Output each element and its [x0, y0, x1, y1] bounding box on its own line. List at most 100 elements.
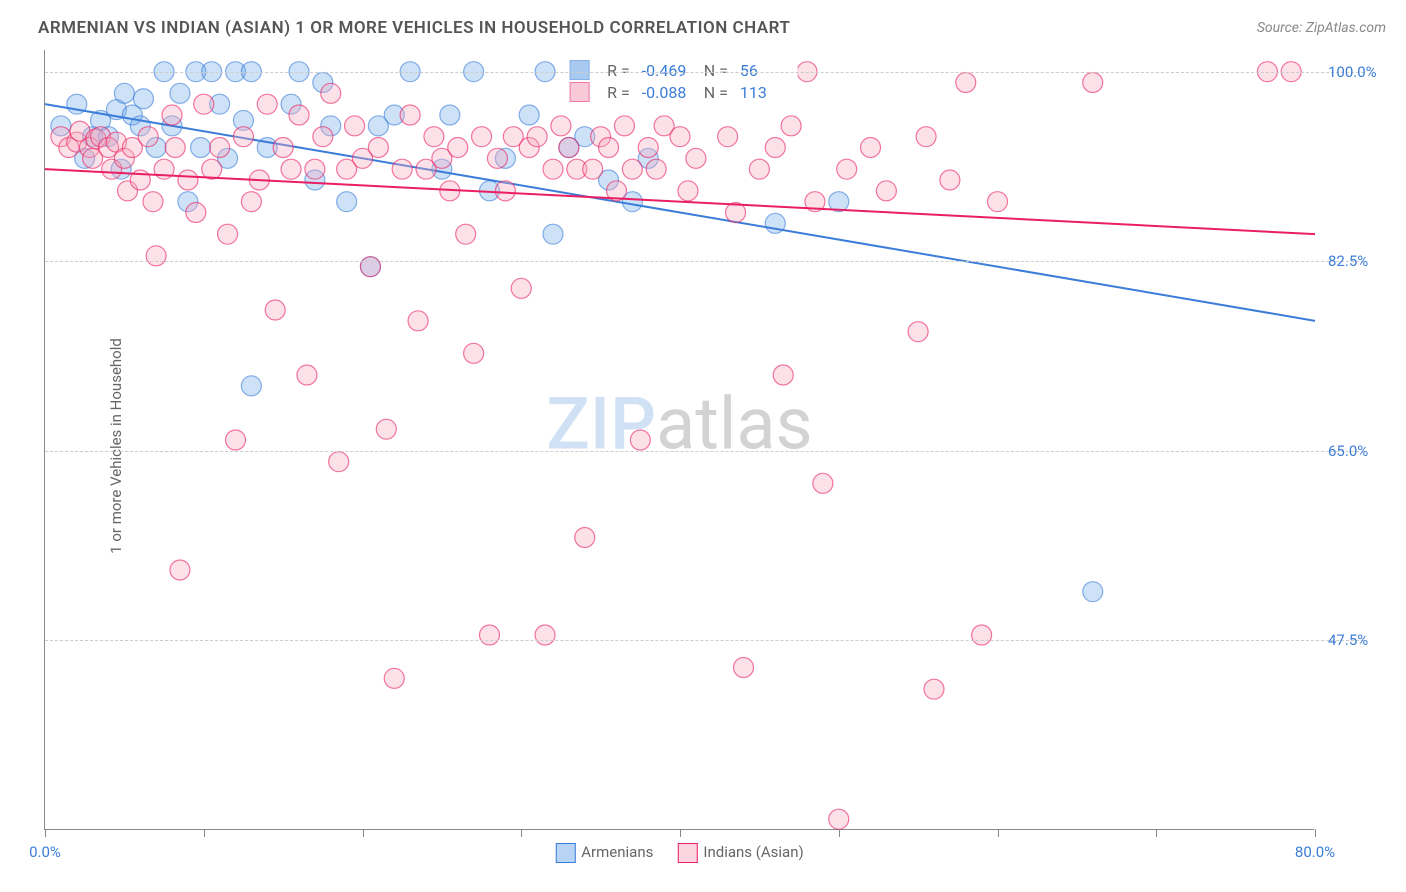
gridline-h: [45, 261, 1364, 262]
data-point: [837, 159, 857, 179]
data-point: [940, 170, 960, 190]
n-label: N =: [704, 83, 728, 102]
y-tick-label: 100.0%: [1328, 63, 1398, 81]
r-value: -0.088: [642, 83, 692, 102]
data-point: [718, 127, 738, 147]
data-point: [924, 679, 944, 699]
data-point: [178, 170, 198, 190]
x-tick: [998, 829, 999, 837]
data-point: [329, 452, 349, 472]
gridline-h: [45, 640, 1364, 641]
data-point: [988, 192, 1008, 212]
data-point: [191, 138, 211, 158]
data-point: [146, 246, 166, 266]
data-point: [392, 159, 412, 179]
data-point: [813, 473, 833, 493]
data-point: [749, 159, 769, 179]
data-point: [861, 138, 881, 158]
data-point: [165, 138, 185, 158]
x-tick: [521, 829, 522, 837]
data-point: [519, 105, 539, 125]
data-point: [646, 159, 666, 179]
data-point: [281, 159, 301, 179]
series-legend: ArmeniansIndians (Asian): [555, 843, 803, 863]
data-point: [575, 528, 595, 548]
data-point: [345, 116, 365, 136]
data-point: [559, 138, 579, 158]
data-point: [678, 181, 698, 201]
data-point: [114, 83, 134, 103]
data-point: [400, 105, 420, 125]
data-point: [543, 224, 563, 244]
data-point: [876, 181, 896, 201]
data-point: [551, 116, 571, 136]
data-point: [765, 138, 785, 158]
data-point: [686, 148, 706, 168]
data-point: [622, 159, 642, 179]
data-point: [638, 138, 658, 158]
data-point: [599, 138, 619, 158]
data-point: [543, 159, 563, 179]
data-point: [773, 365, 793, 385]
data-point: [384, 668, 404, 688]
x-tick: [363, 829, 364, 837]
data-point: [162, 105, 182, 125]
data-point: [138, 127, 158, 147]
data-point: [143, 192, 163, 212]
data-point: [630, 430, 650, 450]
gridline-h: [45, 451, 1364, 452]
data-point: [527, 127, 547, 147]
n-label: N =: [704, 61, 728, 80]
data-point: [424, 127, 444, 147]
data-point: [257, 94, 277, 114]
data-point: [368, 138, 388, 158]
legend-swatch: [569, 60, 589, 80]
data-point: [273, 138, 293, 158]
legend-swatch: [569, 82, 589, 102]
data-point: [226, 430, 246, 450]
stats-legend-row: R = -0.088 N = 113: [569, 82, 790, 102]
stats-legend: R = -0.469 N = 56 R = -0.088 N = 113: [561, 54, 798, 108]
data-point: [133, 89, 153, 109]
data-point: [170, 560, 190, 580]
data-point: [241, 192, 261, 212]
r-label: R =: [607, 83, 630, 102]
n-value: 56: [740, 61, 790, 80]
data-point: [734, 658, 754, 678]
data-point: [908, 322, 928, 342]
data-point: [448, 138, 468, 158]
data-point: [297, 365, 317, 385]
data-point: [464, 343, 484, 363]
data-point: [337, 192, 357, 212]
data-point: [218, 224, 238, 244]
source-label: Source: ZipAtlas.com: [1257, 20, 1386, 36]
data-point: [781, 116, 801, 136]
data-point: [360, 257, 380, 277]
scatter-chart: [45, 50, 1314, 829]
x-tick: [204, 829, 205, 837]
r-value: -0.469: [642, 61, 692, 80]
chart-title: ARMENIAN VS INDIAN (ASIAN) 1 OR MORE VEH…: [38, 18, 790, 38]
x-tick: [839, 829, 840, 837]
data-point: [829, 809, 849, 829]
gridline-h: [45, 72, 1364, 73]
data-point: [170, 83, 190, 103]
x-tick: [1315, 829, 1316, 837]
data-point: [186, 203, 206, 223]
data-point: [956, 73, 976, 93]
data-point: [408, 311, 428, 331]
legend-swatch: [677, 843, 697, 863]
n-value: 113: [740, 83, 790, 102]
data-point: [305, 159, 325, 179]
data-point: [210, 138, 230, 158]
stats-legend-row: R =-0.469N =56: [569, 60, 790, 80]
data-point: [487, 148, 507, 168]
data-point: [194, 94, 214, 114]
data-point: [495, 181, 515, 201]
data-point: [265, 300, 285, 320]
data-point: [202, 159, 222, 179]
data-point: [511, 278, 531, 298]
legend-label: Armenians: [581, 843, 653, 861]
data-point: [456, 224, 476, 244]
y-tick-label: 82.5%: [1328, 252, 1398, 270]
